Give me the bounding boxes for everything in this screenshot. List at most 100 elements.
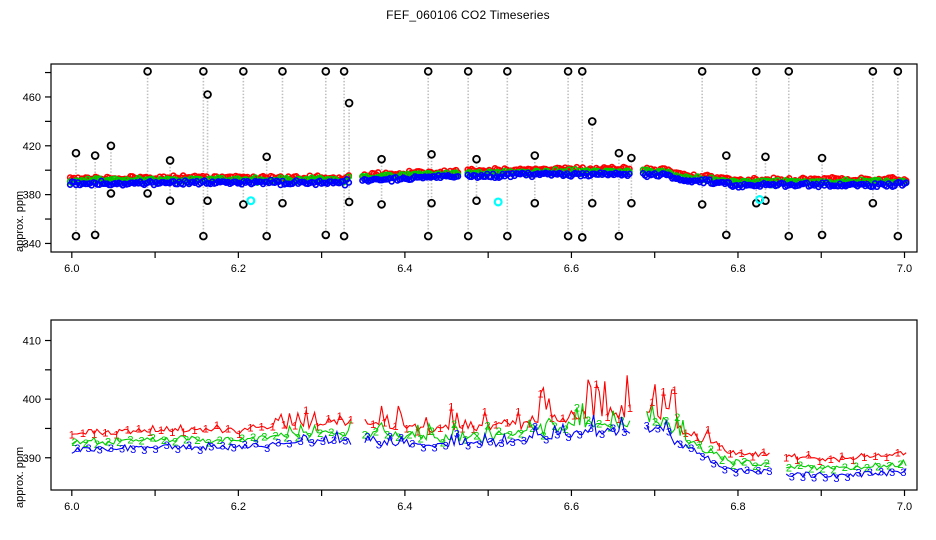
series-marker-3: 3 xyxy=(699,452,705,464)
series-marker-1: 1 xyxy=(259,422,265,434)
series-marker-2: 2 xyxy=(574,403,580,415)
series-marker-1: 1 xyxy=(839,451,845,463)
series-marker-3: 3 xyxy=(900,467,906,479)
series-marker-2: 2 xyxy=(373,426,379,438)
series-marker-1: 1 xyxy=(136,424,142,436)
series-marker-1: 1 xyxy=(325,413,331,425)
series-marker-3: 3 xyxy=(588,423,594,435)
x-tick-label: 6.6 xyxy=(564,263,579,275)
series-marker-3: 3 xyxy=(867,467,873,479)
series-marker-3: 3 xyxy=(242,440,248,452)
series-marker-2: 2 xyxy=(105,437,111,449)
series-marker-3: 3 xyxy=(320,436,326,448)
outlier-point xyxy=(278,198,287,208)
series-marker-2: 2 xyxy=(395,432,401,444)
series-marker-1: 1 xyxy=(337,411,343,423)
series-marker-2: 2 xyxy=(306,432,312,444)
outlier-point xyxy=(563,67,573,76)
outlier-point xyxy=(893,231,903,241)
series-marker-1: 1 xyxy=(471,424,477,436)
series-marker-1: 1 xyxy=(571,410,577,422)
series-marker-1: 1 xyxy=(683,428,689,440)
series-marker-1: 1 xyxy=(526,419,532,431)
x-tick-label: 6.0 xyxy=(64,263,79,275)
outlier-point xyxy=(868,198,878,208)
series-marker-2: 2 xyxy=(697,439,703,451)
series-marker-2: 2 xyxy=(250,432,256,444)
series-marker-2: 2 xyxy=(116,437,122,449)
series-marker-2: 2 xyxy=(898,459,904,471)
outlier-point xyxy=(577,233,587,242)
series-marker-1: 1 xyxy=(861,452,867,464)
top-panel-canvas: 6.0 6.2 6.4 6.6 6.8 7.0 340 380 420 460 xyxy=(23,63,918,275)
series-marker-3: 3 xyxy=(164,440,170,452)
series-marker-3: 3 xyxy=(331,435,337,447)
series-marker-3: 3 xyxy=(275,437,281,449)
outlier-point xyxy=(71,231,81,241)
series-marker-2: 2 xyxy=(239,433,245,445)
series-marker-3: 3 xyxy=(398,432,404,444)
series-marker-2: 2 xyxy=(685,438,691,450)
series-marker-1: 1 xyxy=(627,403,633,415)
outlier-point xyxy=(614,148,624,158)
series-marker-2: 2 xyxy=(518,428,524,440)
series-marker-3: 3 xyxy=(733,468,739,480)
outlier-point xyxy=(344,98,354,108)
series-marker-2: 2 xyxy=(83,438,89,450)
series-marker-1: 1 xyxy=(493,420,499,432)
series-marker-3: 3 xyxy=(208,442,214,454)
outlier-point xyxy=(377,154,386,164)
x-tick-label: 6.4 xyxy=(397,263,412,275)
x-tick-label: 6.8 xyxy=(730,263,745,275)
series-marker-1: 1 xyxy=(169,427,175,439)
series-marker-2: 2 xyxy=(161,435,167,447)
series-marker-2: 2 xyxy=(384,430,390,442)
outlier-point xyxy=(817,230,827,240)
series-marker-1: 1 xyxy=(605,412,611,424)
series-marker-1: 1 xyxy=(817,456,823,468)
series-marker-1: 1 xyxy=(392,421,398,433)
series-marker-3: 3 xyxy=(521,435,527,447)
outlier-point xyxy=(203,196,212,206)
top-series3-points xyxy=(66,169,910,191)
series-marker-2: 2 xyxy=(875,461,881,473)
outlier-point xyxy=(143,189,152,198)
x-tick-label: 6.2 xyxy=(231,263,246,275)
series-marker-1: 1 xyxy=(504,417,510,429)
series-marker-1: 1 xyxy=(850,455,856,467)
outlier-point xyxy=(577,67,587,76)
bottom-series-1-line xyxy=(71,375,907,463)
series-line xyxy=(71,403,907,471)
series-marker-2: 2 xyxy=(328,427,334,439)
series-marker-3: 3 xyxy=(845,472,851,484)
series-marker-3: 3 xyxy=(822,472,828,484)
series-marker-2: 2 xyxy=(819,464,825,476)
series-marker-2: 2 xyxy=(529,423,535,435)
series-marker-1: 1 xyxy=(147,427,153,439)
series-marker-3: 3 xyxy=(554,430,560,442)
series-marker-1: 1 xyxy=(370,419,376,431)
series-marker-2: 2 xyxy=(485,420,491,432)
series-marker-1: 1 xyxy=(538,389,544,401)
outlier-point xyxy=(427,150,436,159)
series-marker-2: 2 xyxy=(496,426,502,438)
x-tick-label: 6.6 xyxy=(564,501,579,513)
series-marker-3: 3 xyxy=(231,443,237,455)
bottom-panel: approx. ppm 6.0 6.2 6.4 6.6 6.8 7.0 390 400 410 1… xyxy=(0,290,936,540)
series-marker-2: 2 xyxy=(418,433,424,445)
series-marker-3: 3 xyxy=(766,466,772,478)
outlier-point xyxy=(817,153,827,163)
series-marker-3: 3 xyxy=(298,436,304,448)
series-marker-3: 3 xyxy=(833,473,839,485)
series-marker-1: 1 xyxy=(281,419,287,431)
series-marker-2: 2 xyxy=(764,458,770,470)
outlier-point xyxy=(423,231,433,241)
series-marker-2: 2 xyxy=(172,437,178,449)
series-marker-3: 3 xyxy=(152,444,158,456)
outlier-point xyxy=(627,198,636,208)
series-line xyxy=(71,375,907,463)
series-marker-3: 3 xyxy=(253,439,259,451)
x-tick-label: 6.2 xyxy=(231,501,246,513)
series-marker-3: 3 xyxy=(688,443,694,455)
